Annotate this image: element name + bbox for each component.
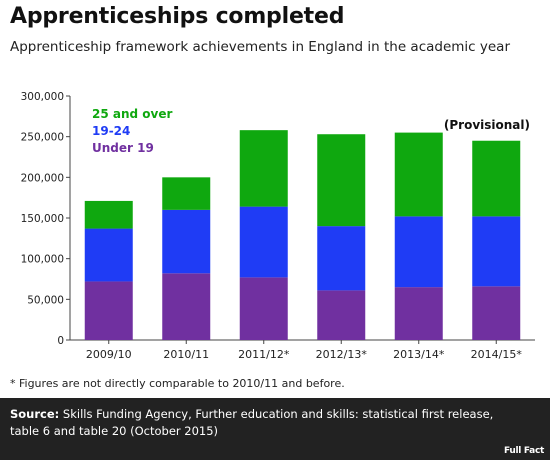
x-tick-label: 2013/14* [393, 348, 445, 361]
bar-segment [394, 132, 443, 217]
bar-segment [162, 273, 211, 340]
bar-segment [317, 290, 366, 340]
bar-segment [239, 130, 288, 207]
bar-segment [84, 228, 133, 282]
source-bar: Source: Skills Funding Agency, Further e… [0, 398, 550, 460]
y-tick-label: 300,000 [21, 91, 64, 103]
y-tick-label: 50,000 [27, 294, 64, 306]
legend-entry: 25 and over [92, 107, 172, 121]
y-tick-label: 200,000 [21, 172, 64, 184]
bar-segment [84, 200, 133, 229]
bar-segment [472, 216, 521, 287]
bar-segment [317, 226, 366, 291]
y-tick-label: 150,000 [21, 213, 64, 225]
y-tick-label: 100,000 [21, 254, 64, 266]
bar-segment [239, 206, 288, 278]
source-body: Skills Funding Agency, Further education… [10, 407, 494, 438]
source-text: Source: Skills Funding Agency, Further e… [10, 406, 500, 440]
bar-segment [239, 277, 288, 340]
bar-segment [317, 134, 366, 227]
chart-title: Apprenticeships completed [10, 4, 345, 29]
bar-segment [394, 216, 443, 288]
chart-subtitle: Apprenticeship framework achievements in… [10, 39, 511, 55]
y-tick-label: 0 [57, 335, 64, 347]
source-label: Source: [10, 407, 60, 421]
x-tick-label: 2014/15* [471, 348, 523, 361]
bar-segment [394, 287, 443, 340]
bar-segment [84, 281, 133, 340]
bar-segment [472, 286, 521, 340]
bar-segment [472, 140, 521, 217]
bar-segment [162, 209, 211, 274]
full-fact-logo: Full Fact [503, 446, 544, 456]
y-tick-label: 250,000 [21, 132, 64, 144]
x-tick-label: 2011/12* [238, 348, 290, 361]
bar-segment [162, 177, 211, 210]
legend-entry: Under 19 [92, 141, 154, 155]
bar-chart: 0 50,000 100,000 150,000 200,000 250,000 300,0… [21, 91, 535, 361]
legend-entry: 19-24 [92, 124, 130, 138]
provisional-annotation: (Provisional) [444, 118, 530, 132]
x-tick-label: 2009/10 [86, 348, 132, 361]
x-tick-label: 2010/11 [163, 348, 209, 361]
footnote: * Figures are not directly comparable to… [10, 377, 345, 390]
x-tick-label: 2012/13* [316, 348, 368, 361]
